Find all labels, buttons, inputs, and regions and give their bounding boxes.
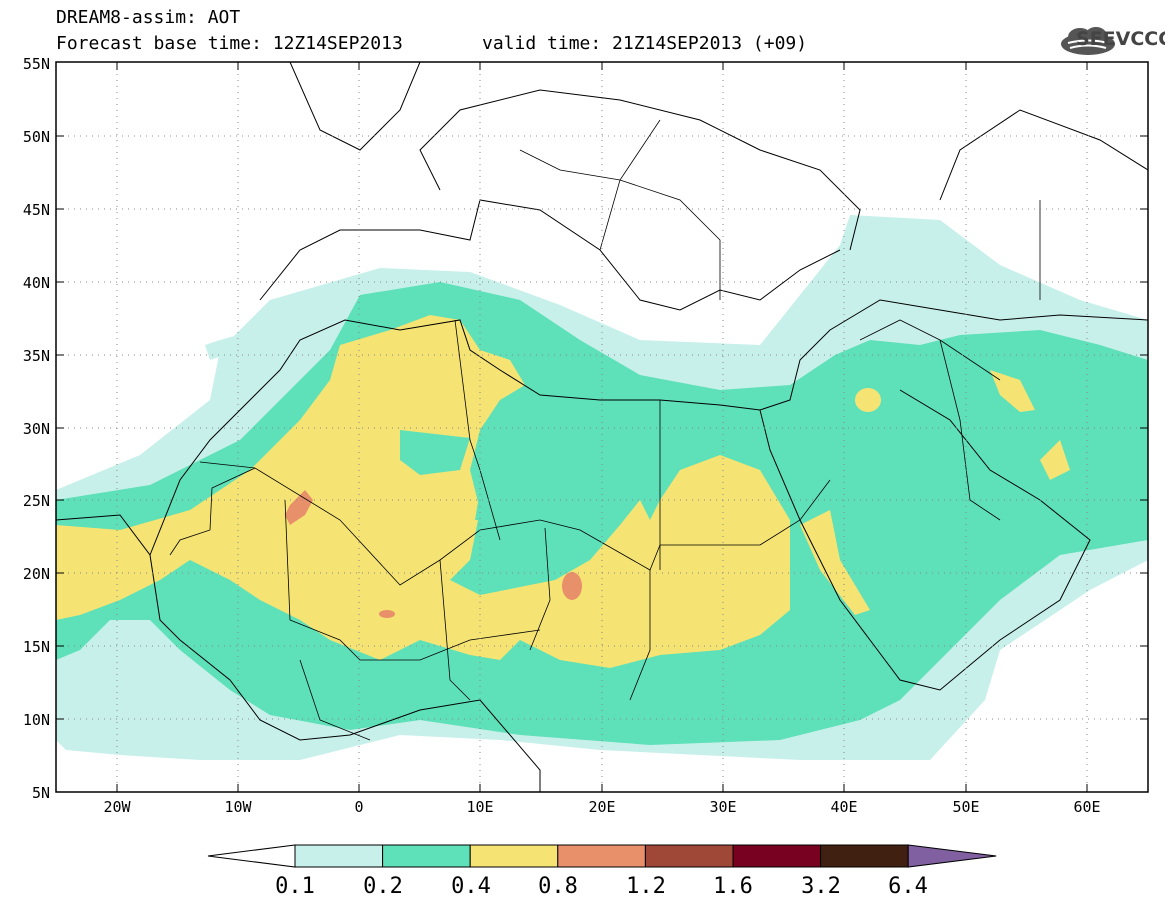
lat-label: 35N: [23, 347, 50, 365]
logo-text: SEEVCCC: [1076, 28, 1165, 50]
lat-axis: 5N 10N 15N 20N 25N 30N 35N 40N 45N 50N 5…: [23, 55, 50, 802]
aot-band-0.4-sahara: [56, 315, 790, 668]
aot-patch-yellow-east: [800, 510, 870, 615]
borders: [169, 119, 1041, 741]
colorbar-swatch: [732, 844, 822, 868]
lon-label: 10W: [224, 798, 252, 816]
forecast-base-time: Forecast base time: 12Z14SEP2013: [56, 33, 403, 54]
coastlines: [56, 62, 1148, 792]
colorbar-labels: 0.1 0.2 0.4 0.8 1.2 1.6 3.2 6.4: [275, 874, 928, 899]
colorbar-label: 6.4: [888, 874, 928, 899]
colorbar-arrow-high: [907, 844, 997, 868]
lon-label: 50E: [952, 798, 979, 816]
lat-label: 5N: [32, 784, 50, 802]
valid-time: valid time: 21Z14SEP2013 (+09): [482, 33, 808, 54]
aot-patch-yellow-gulf: [1040, 440, 1070, 480]
colorbar-swatch: [644, 844, 734, 868]
lat-label: 55N: [23, 55, 50, 73]
colorbar-label: 0.4: [451, 874, 491, 899]
colorbar-label: 0.8: [538, 874, 578, 899]
colorbar-arrow-low: [207, 844, 296, 868]
lon-label: 20W: [103, 798, 131, 816]
aot-patch-green-1: [400, 430, 470, 475]
lat-label: 30N: [23, 420, 50, 438]
lat-label: 45N: [23, 201, 50, 219]
colorbar-swatch: [469, 844, 559, 868]
map-title: DREAM8-assim: AOT: [56, 7, 241, 28]
lat-label: 40N: [23, 274, 50, 292]
colorbar-label: 3.2: [801, 874, 841, 899]
colorbar-label: 0.1: [275, 874, 315, 899]
axis-ticks: [56, 61, 1148, 793]
lat-label: 15N: [23, 638, 50, 656]
lon-label: 10E: [466, 798, 493, 816]
lat-label: 50N: [23, 128, 50, 146]
lon-label: 40E: [830, 798, 857, 816]
graticule: [56, 62, 1148, 792]
lon-label: 20E: [588, 798, 615, 816]
aot-patch-yellow-iran: [990, 370, 1035, 412]
colorbar-label: 1.2: [626, 874, 666, 899]
colorbar-label: 1.6: [713, 874, 753, 899]
colorbar-swatch: [557, 844, 646, 868]
aot-patch-green-2: [475, 490, 560, 520]
lon-axis: 20W 10W 0 10E 20E 30E 40E 50E 60E: [103, 798, 1100, 816]
aot-patch-yellow-iraq: [855, 388, 881, 412]
lat-label: 10N: [23, 711, 50, 729]
aot-band-0.1-swirl: [205, 329, 310, 360]
lon-label: 30E: [709, 798, 736, 816]
aot-spot-0.8-mali: [379, 610, 395, 618]
colorbar-swatch: [382, 844, 471, 868]
lon-label: 0: [354, 798, 363, 816]
colorbar-swatch: [294, 844, 384, 868]
lat-label: 25N: [23, 492, 50, 510]
colorbar-swatch: [820, 844, 909, 868]
aot-field: [56, 215, 1148, 760]
lon-label: 60E: [1073, 798, 1100, 816]
colorbar-label: 0.2: [363, 874, 403, 899]
cloud-logo-icon: [1061, 27, 1115, 55]
lat-label: 20N: [23, 565, 50, 583]
colorbar: [207, 844, 997, 868]
aot-spot-0.8-chad: [562, 572, 582, 600]
